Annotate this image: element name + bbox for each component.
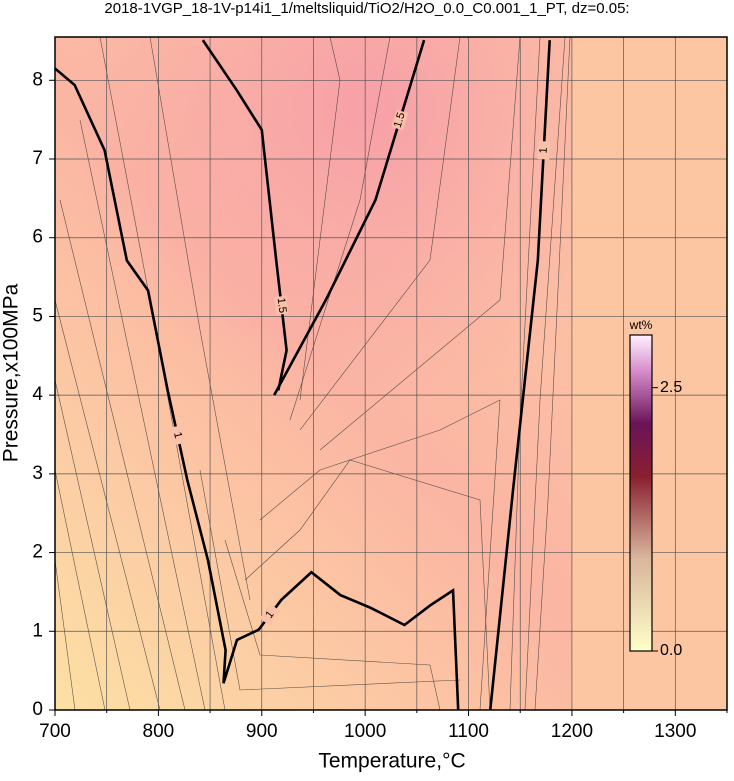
x-tick-label: 800	[143, 721, 175, 742]
colorbar: wt% 0.0 2.5	[629, 318, 683, 659]
colorbar-tick-label: 2.5	[660, 379, 682, 396]
contour-label-bg	[274, 295, 289, 316]
colorbar-scale	[629, 334, 653, 652]
plot-frame	[54, 36, 728, 711]
y-tick-label: 0	[32, 699, 43, 720]
y-tick-label: 1	[32, 620, 43, 641]
x-tick-label: 700	[39, 721, 71, 742]
contour-label-bg	[259, 603, 281, 626]
grid	[55, 37, 727, 710]
x-tick-label: 1300	[654, 721, 696, 742]
x-axis-label: Temperature,°C	[318, 750, 465, 773]
contour-label-bg	[537, 141, 551, 160]
y-tick-label: 8	[32, 69, 43, 90]
contour-label-bg	[169, 425, 186, 446]
contour-line	[201, 39, 288, 391]
x-tick-label: 1200	[551, 721, 593, 742]
x-tick-label: 1000	[344, 721, 386, 742]
contour-label: 1.5	[275, 297, 289, 314]
y-tick-label: 4	[32, 384, 43, 405]
y-tick-label: 5	[32, 305, 43, 326]
chart-title: 2018-1VGP_18-1V-p14i1_1/meltsliquid/TiO2…	[104, 0, 629, 17]
contour-label: 1	[171, 431, 184, 440]
x-tick-label: 900	[246, 721, 278, 742]
y-tick-label: 7	[32, 148, 43, 169]
y-tick-label: 3	[32, 463, 43, 484]
colorbar-label: wt%	[629, 318, 653, 332]
contour-label-bg	[391, 109, 409, 131]
x-tick-label: 1100	[448, 721, 489, 742]
colorbar-tick-label: 0.0	[660, 642, 682, 659]
y-tick-label: 6	[32, 227, 43, 248]
contour-label: 1	[538, 147, 550, 154]
contour-line	[55, 67, 460, 710]
axes: 700 800 900 1000 1100 1200 1300 0 1 2 3 4 5 6 7 8	[32, 69, 728, 742]
y-tick-label: 2	[32, 542, 43, 563]
y-axis-label: Pressure,x100MPa	[0, 283, 23, 462]
contour-label: 1.5	[392, 111, 408, 129]
